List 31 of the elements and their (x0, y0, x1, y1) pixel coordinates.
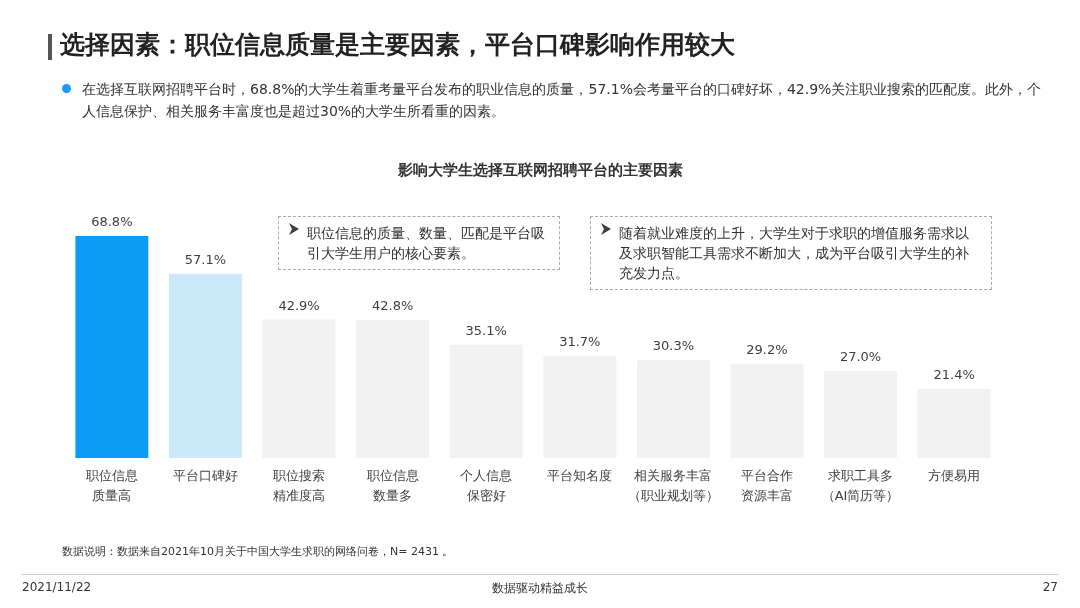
dashed-note-box: 职位信息的质量、数量、匹配是平台吸引大学生用户的核心要素。 (278, 216, 560, 270)
x-tick-label: 平台口碑好 (172, 468, 238, 483)
text: 数据说明：数据来自2021年10月关于中国大学生求职的网络问卷，N= 2431 。 (62, 544, 454, 559)
data-label: 29.2% (746, 341, 788, 357)
text: 2021/11/22 (22, 580, 92, 594)
x-tick-label: 职位搜索精准度高 (273, 468, 326, 503)
x-tick-label: 求职工具多（AI简历等） (821, 468, 900, 503)
data-label: 42.9% (278, 297, 320, 313)
x-tick-label: 职位信息数量多 (366, 468, 419, 503)
chart-subtitle: 影响大学生选择互联网招聘平台的主要因素 (396, 161, 683, 179)
x-tick-label: 平台合作资源丰富 (740, 468, 793, 503)
text: 数据驱动精益成长 (492, 581, 588, 595)
data-label: 21.4% (933, 366, 975, 382)
data-label: 30.3% (652, 338, 695, 354)
data-label: 68.8% (91, 214, 133, 229)
text: 在选择互联网招聘平台时，68.8%的大学生着重考量平台发布的职业信息的质量，57.1%会考量平台的口碑好坏，42.9%关注职业搜索的匹配度。此外，个人信息保护、相关服务丰富度也是超过30%的大学生所看重的因素。 (82, 80, 1042, 121)
data-label: 42.8% (371, 297, 414, 313)
text: 27 (1042, 580, 1058, 594)
x-tick-label: 相关服务丰富（职业规划等） (627, 468, 719, 503)
data-label: 35.1% (465, 322, 507, 338)
data-label: 57.1% (184, 251, 227, 267)
bar (168, 273, 242, 458)
x-tick-label: 方便易用 (928, 468, 981, 483)
bar (75, 236, 149, 458)
chart-title: 选择因素：职位信息质量是主要因素，平台口碑影响作用较大 (60, 29, 735, 61)
x-tick-label: 个人信息保密好 (460, 468, 513, 503)
data-label: 27.0% (839, 348, 882, 364)
dashed-note-box: 随着就业难度的上升，大学生对于求职的增值服务需求以及求职智能工具需求不断加大，成为平台吸引大学生的补充发力点。 (590, 216, 992, 290)
data-label: 31.7% (559, 333, 601, 349)
x-tick-label: 平台知名度 (547, 468, 613, 483)
x-tick-label: 职位信息质量高 (85, 468, 138, 503)
